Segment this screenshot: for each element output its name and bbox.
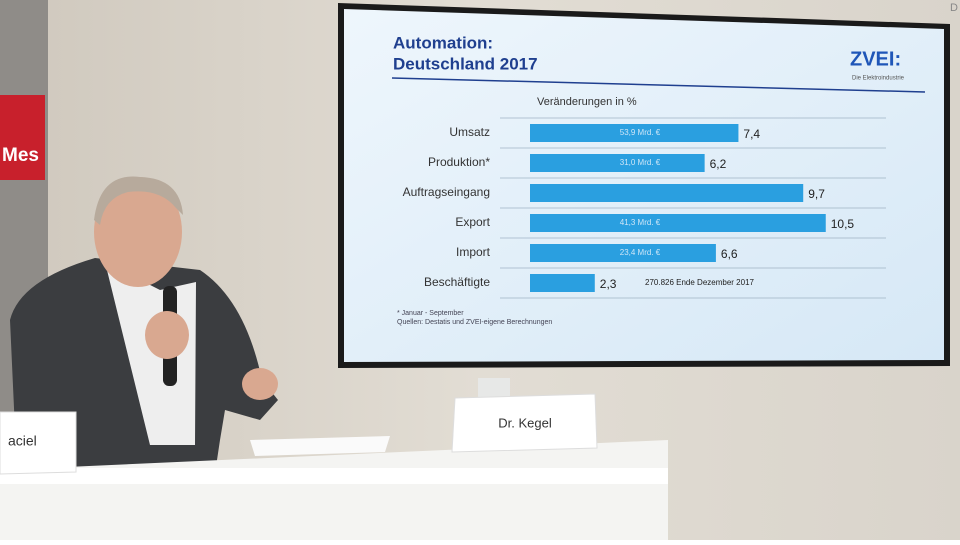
papers	[250, 436, 390, 456]
logo-tagline: Die Elektroindustrie	[852, 76, 905, 82]
category-label: Umsatz	[449, 125, 490, 139]
sign-text: Mes	[2, 145, 39, 166]
bar-note: 31,0 Mrd. €	[620, 158, 661, 167]
bar-note: 23,4 Mrd. €	[620, 248, 661, 257]
value-label: 10,5	[831, 217, 855, 231]
bar	[530, 274, 595, 292]
head	[94, 177, 182, 287]
bar	[530, 124, 739, 142]
footnote: Quellen: Destatis und ZVEI-eigene Berech…	[397, 319, 552, 326]
value-label: 7,4	[743, 127, 760, 141]
category-label: Import	[456, 245, 491, 259]
name-card	[0, 411, 77, 475]
value-label: 6,6	[721, 247, 738, 261]
bar	[530, 184, 804, 202]
hair	[94, 176, 183, 225]
slide-title: Automation:	[393, 33, 493, 52]
name-card-text: aciel	[8, 433, 37, 449]
slide-subtitle: Deutschland 2017	[393, 54, 538, 73]
bar-note: 53,9 Mrd. €	[620, 128, 661, 137]
table	[0, 440, 668, 540]
corner-text: D	[950, 2, 958, 14]
title-rule	[391, 77, 926, 93]
value-label: 2,3	[600, 277, 617, 291]
footnote: * Januar - September	[397, 310, 464, 317]
hand	[242, 368, 278, 400]
red-sign	[0, 95, 45, 180]
category-label: Auftragseingang	[403, 185, 490, 199]
name-card	[451, 393, 598, 453]
table-edge	[0, 468, 668, 484]
bar	[530, 214, 826, 232]
slide: Automation: Deutschland 2017 ZVEI: Die E…	[391, 33, 926, 326]
name-card-text: Dr. Kegel	[498, 415, 552, 430]
category-label: Produktion*	[428, 155, 490, 169]
value-label: 9,7	[808, 187, 825, 201]
hand	[145, 311, 189, 359]
axis-label: Veränderungen in %	[537, 96, 637, 108]
category-label: Export	[455, 215, 490, 229]
side-note: 270.826 Ende Dezember 2017	[645, 278, 755, 287]
bar	[530, 154, 705, 172]
bar-note: 41,3 Mrd. €	[620, 218, 661, 227]
logo: ZVEI:	[850, 48, 901, 70]
value-label: 6,2	[710, 157, 727, 171]
bar	[530, 244, 716, 262]
category-label: Beschäftigte	[424, 275, 490, 289]
